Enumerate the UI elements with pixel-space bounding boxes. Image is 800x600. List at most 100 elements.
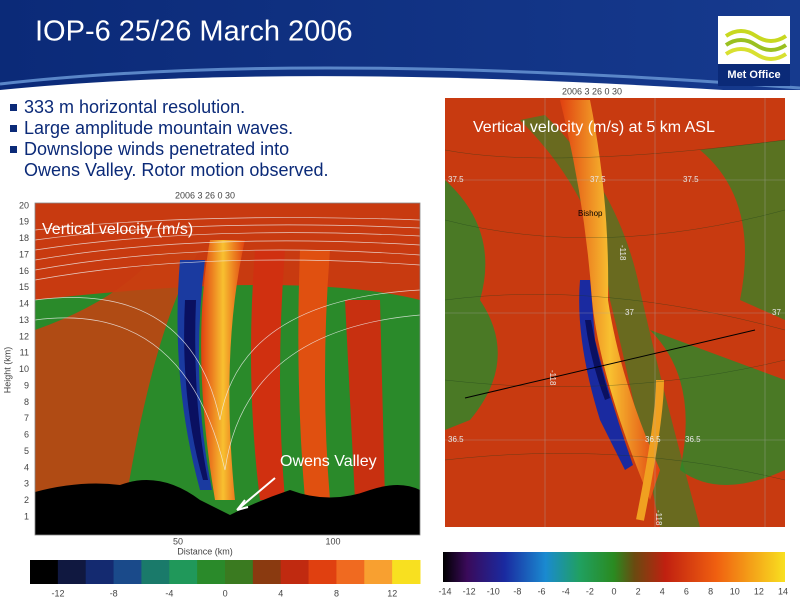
y-tick-label: 1 — [24, 511, 29, 521]
colorbar-label: 12 — [387, 588, 397, 598]
map-label: 37 — [772, 308, 781, 317]
bullet-text: 333 m horizontal resolution. — [24, 97, 245, 117]
colorbar-segment — [364, 560, 393, 584]
y-axis-label: Height (km) — [2, 347, 12, 394]
map-label: 37 — [625, 308, 634, 317]
left-colorbar: -12 -8 -4 0 4 8 12 — [30, 560, 421, 598]
annotation: Owens Valley — [280, 453, 377, 470]
colorbar-label: 4 — [660, 586, 665, 596]
cross-section-image — [35, 203, 420, 535]
y-tick-label: 18 — [19, 233, 29, 243]
y-tick-label: 6 — [24, 430, 29, 440]
y-tick-label: 16 — [19, 266, 29, 276]
colorbar-segment — [392, 560, 421, 584]
y-tick-label: 3 — [24, 479, 29, 489]
map-image — [445, 98, 785, 527]
colorbar-label: 8 — [708, 586, 713, 596]
colorbar-label: 10 — [730, 586, 740, 596]
timestamp: 2006 3 26 0 30 — [175, 190, 235, 200]
colorbar-segment — [169, 560, 198, 584]
colorbar-segment — [30, 560, 59, 584]
colorbar-segment — [141, 560, 170, 584]
bullet-marker — [10, 125, 17, 132]
y-tick-label: 17 — [19, 249, 29, 259]
colorbar-label: -2 — [586, 586, 594, 596]
plot-frame — [34, 202, 421, 536]
colorbar-label: -10 — [487, 586, 500, 596]
colorbar-segment — [113, 560, 142, 584]
bullet-text: Owens Valley. Rotor motion observed. — [24, 160, 328, 180]
y-tick-label: 20 — [19, 200, 29, 210]
annotation-arrow — [236, 477, 276, 511]
y-tick-label: 12 — [19, 331, 29, 341]
colorbar-segment — [197, 560, 226, 584]
y-tick-label: 14 — [19, 299, 29, 309]
y-tick-label: 15 — [19, 282, 29, 292]
x-tick-label: 100 — [325, 536, 340, 546]
colorbar-label: 8 — [334, 588, 339, 598]
map-label: 37.5 — [590, 175, 606, 184]
place-label: Bishop — [578, 209, 603, 218]
colorbar-segment — [308, 560, 337, 584]
y-tick-label: 2 — [24, 495, 29, 505]
y-tick-label: 4 — [24, 462, 29, 472]
colorbar-label: -12 — [463, 586, 476, 596]
colorbar-label: -12 — [51, 588, 64, 598]
slide-title: IOP-6 25/26 March 2006 — [35, 16, 353, 48]
y-tick-label: 10 — [19, 364, 29, 374]
colorbar-label: 4 — [278, 588, 283, 598]
colorbar-label: -4 — [165, 588, 173, 598]
map-label: 37.5 — [448, 175, 464, 184]
colorbar-segment — [280, 560, 310, 584]
y-tick-label: 7 — [24, 413, 29, 423]
colorbar-label: 12 — [754, 586, 764, 596]
right-colorbar — [443, 552, 785, 582]
plot-label: Vertical velocity (m/s) at 5 km ASL — [473, 119, 715, 136]
y-tick-label: 5 — [24, 446, 29, 456]
colorbar-label: -8 — [110, 588, 118, 598]
colorbar-label: -8 — [513, 586, 521, 596]
map-label: -118 — [618, 245, 627, 261]
y-tick-label: 8 — [24, 397, 29, 407]
header-wave — [0, 76, 800, 100]
logo: Met Office — [718, 16, 790, 86]
header-bar — [0, 0, 800, 90]
map-labels: 37.5 37.5 37.5 37 37 36.5 36.5 36.5 -118 -118 -118 — [448, 175, 781, 526]
colorbar-label: -4 — [562, 586, 570, 596]
bullet-text: Downslope winds penetrated into — [24, 139, 289, 159]
colorbar-label: 14 — [778, 586, 788, 596]
x-axis-label: Distance (km) — [177, 546, 233, 556]
colorbar-segment — [85, 560, 115, 584]
plot-label: Vertical velocity (m/s) — [42, 221, 193, 238]
colorbar-segment — [225, 560, 254, 584]
map-label: 37.5 — [683, 175, 699, 184]
timestamp: 2006 3 26 0 30 — [562, 86, 622, 96]
bullet-text: Large amplitude mountain waves. — [24, 118, 293, 138]
x-tick-label: 50 — [173, 536, 183, 546]
colorbar-label: -14 — [438, 586, 451, 596]
map-label: -118 — [548, 370, 557, 386]
map-label: 36.5 — [685, 435, 701, 444]
header-wave-line — [0, 66, 800, 90]
logo-text: Met Office — [727, 69, 780, 81]
bullet-marker — [10, 146, 17, 153]
y-tick-label: 19 — [19, 217, 29, 227]
colorbar-label: 6 — [684, 586, 689, 596]
colorbar-label: 2 — [636, 586, 641, 596]
colorbar-label: -6 — [538, 586, 546, 596]
bullet-list: 333 m horizontal resolution.Large amplit… — [10, 97, 328, 180]
colorbar-label: 0 — [223, 588, 228, 598]
map-label: 36.5 — [645, 435, 661, 444]
bullet-marker — [10, 104, 17, 111]
map-label: 36.5 — [448, 435, 464, 444]
colorbar-segment — [252, 560, 282, 584]
colorbar-label: 0 — [611, 586, 616, 596]
colorbar-segment — [57, 560, 87, 584]
map-label: -118 — [654, 510, 663, 526]
y-tick-label: 13 — [19, 315, 29, 325]
y-tick-label: 9 — [24, 380, 29, 390]
colorbar-segment — [336, 560, 365, 584]
right-colorbar-labels: -14 -12 -10 -8 -6 -4 -2 0 2 4 6 8 10 12 14 — [438, 586, 788, 596]
